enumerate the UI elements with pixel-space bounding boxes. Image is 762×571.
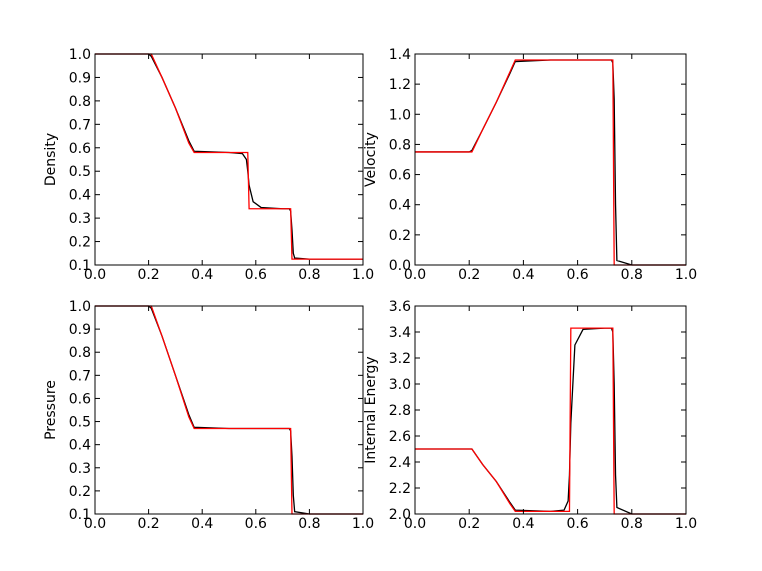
y-tick-label: 0.7 (69, 117, 91, 133)
plot-area (95, 54, 363, 265)
y-tick-label: 0.6 (69, 391, 91, 407)
y-tick-label: 0.5 (69, 415, 91, 431)
plot-area (95, 306, 363, 514)
y-tick-label: 0.1 (69, 258, 91, 274)
y-axis-label: Internal Energy (363, 356, 379, 463)
y-tick-label: 0.6 (69, 141, 91, 157)
y-axis-label: Pressure (43, 380, 59, 440)
x-tick-label: 0.0 (84, 267, 106, 283)
y-tick-label: 0.8 (389, 137, 411, 153)
y-tick-label: 0.9 (69, 70, 91, 86)
x-tick-label: 1.0 (352, 267, 374, 283)
y-tick-label: 0.2 (69, 235, 91, 251)
y-tick-label: 2.6 (389, 429, 411, 445)
x-tick-label: 0.8 (298, 516, 320, 532)
y-tick-label: 3.2 (389, 351, 411, 367)
y-tick-label: 2.0 (389, 507, 411, 523)
x-tick-label: 0.0 (404, 267, 426, 283)
y-tick-label: 0.6 (389, 168, 411, 184)
x-tick-label: 1.0 (675, 516, 697, 532)
x-tick-label: 0.0 (84, 516, 106, 532)
y-tick-label: 0.7 (69, 368, 91, 384)
y-tick-label: 0.0 (389, 258, 411, 274)
plot-area (415, 306, 686, 514)
x-tick-label: 0.6 (245, 516, 267, 532)
x-tick-label: 0.4 (191, 267, 213, 283)
x-tick-label: 0.4 (512, 267, 534, 283)
y-tick-label: 1.0 (69, 299, 91, 315)
y-tick-label: 0.2 (389, 228, 411, 244)
x-tick-label: 0.4 (191, 516, 213, 532)
y-tick-label: 0.8 (69, 94, 91, 110)
y-tick-label: 1.0 (69, 47, 91, 63)
axes-frame (94, 53, 364, 266)
y-tick-label: 0.3 (69, 461, 91, 477)
x-tick-label: 0.2 (458, 267, 480, 283)
y-tick-label: 1.4 (389, 47, 411, 63)
y-tick-label: 0.4 (69, 438, 91, 454)
x-tick-label: 0.0 (404, 516, 426, 532)
y-axis-label: Velocity (363, 132, 379, 187)
axes-frame (94, 305, 364, 515)
y-tick-label: 0.3 (69, 211, 91, 227)
y-tick-label: 3.6 (389, 299, 411, 315)
series-line (95, 53, 363, 260)
x-tick-label: 0.2 (458, 516, 480, 532)
x-tick-label: 0.8 (298, 267, 320, 283)
x-tick-label: 0.2 (137, 516, 159, 532)
y-tick-label: 1.0 (389, 107, 411, 123)
y-tick-label: 1.2 (389, 77, 411, 93)
y-tick-label: 0.4 (69, 188, 91, 204)
plot-area (415, 54, 686, 265)
y-tick-label: 0.4 (389, 198, 411, 214)
y-tick-label: 2.8 (389, 403, 411, 419)
x-tick-label: 0.2 (137, 267, 159, 283)
y-tick-label: 3.4 (389, 325, 411, 341)
x-tick-label: 0.6 (245, 267, 267, 283)
x-tick-label: 0.6 (566, 267, 588, 283)
y-tick-label: 2.2 (389, 481, 411, 497)
axes-frame (414, 305, 687, 515)
y-tick-label: 3.0 (389, 377, 411, 393)
y-tick-label: 0.9 (69, 322, 91, 338)
x-tick-label: 0.4 (512, 516, 534, 532)
x-tick-label: 0.8 (621, 267, 643, 283)
x-tick-label: 0.8 (621, 516, 643, 532)
x-tick-label: 1.0 (352, 516, 374, 532)
x-tick-label: 0.6 (566, 516, 588, 532)
y-tick-label: 0.5 (69, 164, 91, 180)
x-tick-label: 1.0 (675, 267, 697, 283)
y-tick-label: 2.4 (389, 455, 411, 471)
y-tick-label: 0.1 (69, 507, 91, 523)
y-tick-label: 0.8 (69, 345, 91, 361)
y-axis-label: Density (43, 133, 59, 186)
y-tick-label: 0.2 (69, 484, 91, 500)
axes-frame (414, 53, 687, 266)
